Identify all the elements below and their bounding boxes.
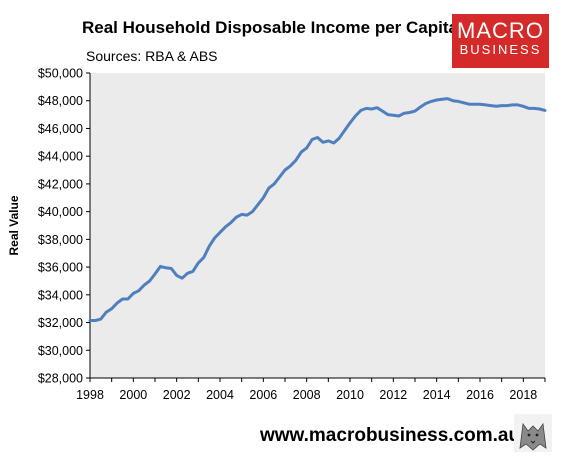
y-tick-label: $28,000 xyxy=(38,372,83,386)
x-tick-label: 2004 xyxy=(206,388,234,402)
y-tick-label: $36,000 xyxy=(38,261,83,275)
x-tick-label: 2016 xyxy=(466,388,494,402)
y-tick-label: $32,000 xyxy=(38,316,83,330)
chart-title: Real Household Disposable Income per Cap… xyxy=(82,18,458,37)
logo-line1: MACRO xyxy=(457,18,544,43)
x-tick-label: 2008 xyxy=(293,388,321,402)
y-tick-label: $34,000 xyxy=(38,288,83,302)
footer-url[interactable]: www.macrobusiness.com.au xyxy=(260,425,521,446)
macrobusiness-logo: MACRO BUSINESS xyxy=(452,14,549,68)
y-axis: $28,000 $30,000 $32,000 $34,000 $36,000 $38,0… xyxy=(38,67,91,386)
y-tick-label: $42,000 xyxy=(38,177,83,191)
logo-line2: BUSINESS xyxy=(459,42,542,57)
x-axis: 1998 2000 2002 2004 2006 2008 2010 2012 2014 2016… xyxy=(76,377,546,402)
x-tick-label: 2002 xyxy=(163,388,191,402)
x-tick-label: 2018 xyxy=(509,388,537,402)
y-tick-label: $44,000 xyxy=(38,150,83,164)
x-tick-label: 1998 xyxy=(76,388,104,402)
x-tick-label: 2010 xyxy=(336,388,364,402)
y-tick-label: $48,000 xyxy=(38,94,83,108)
series-line xyxy=(88,97,547,322)
x-tick-label: 2006 xyxy=(249,388,277,402)
y-tick-label: $46,000 xyxy=(38,122,83,136)
y-axis-title: Real Value xyxy=(7,195,21,255)
chart-sources: Sources: RBA & ABS xyxy=(86,48,218,64)
plot-area xyxy=(90,73,545,378)
y-tick-label: $30,000 xyxy=(38,344,83,358)
x-tick-label: 2000 xyxy=(119,388,147,402)
line-chart: $28,000 $30,000 $32,000 $34,000 $36,000 $38,0… xyxy=(7,67,547,402)
y-tick-label: $40,000 xyxy=(38,205,83,219)
y-tick-label: $38,000 xyxy=(38,233,83,247)
x-tick-label: 2012 xyxy=(379,388,407,402)
y-tick-label: $50,000 xyxy=(38,67,83,81)
wolf-icon xyxy=(514,414,552,452)
x-tick-label: 2014 xyxy=(423,388,451,402)
